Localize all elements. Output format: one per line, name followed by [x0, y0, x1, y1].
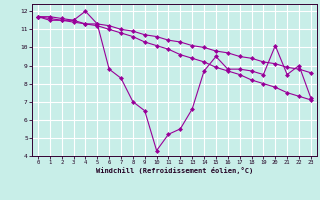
X-axis label: Windchill (Refroidissement éolien,°C): Windchill (Refroidissement éolien,°C) — [96, 167, 253, 174]
